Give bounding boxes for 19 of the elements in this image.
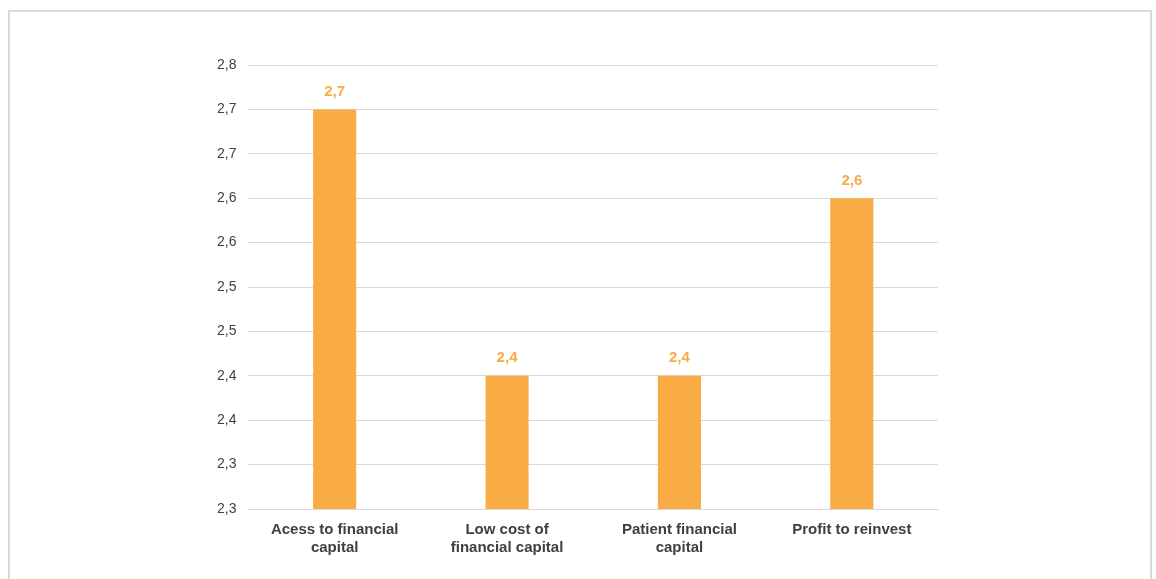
y-tick-label: 2,5 (216, 277, 237, 294)
y-tick-label: 2,4 (216, 366, 237, 383)
data-label: 2,6 (841, 170, 863, 188)
x-tick-label: Acess to financial capital (270, 520, 399, 556)
y-tick-label: 2,5 (216, 322, 237, 339)
y-tick-label: 2,7 (216, 144, 237, 161)
x-tick-label: Profit to reinvest (792, 520, 912, 538)
y-tick-label: 2,3 (216, 499, 237, 516)
x-tick-label: Low cost of financial capital (450, 520, 564, 556)
y-tick-label: 2,4 (216, 411, 237, 428)
y-tick-label: 2,8 (216, 55, 237, 72)
y-tick-label: 2,7 (216, 100, 237, 117)
y-tick-label: 2,6 (216, 233, 237, 250)
data-label: 2,4 (496, 348, 519, 366)
x-tick-label: Patient financial capital (621, 520, 737, 556)
y-tick-label: 2,6 (216, 189, 237, 206)
data-label: 2,4 (668, 348, 691, 366)
y-tick-label: 2,3 (216, 455, 237, 472)
data-label: 2,7 (324, 82, 346, 100)
